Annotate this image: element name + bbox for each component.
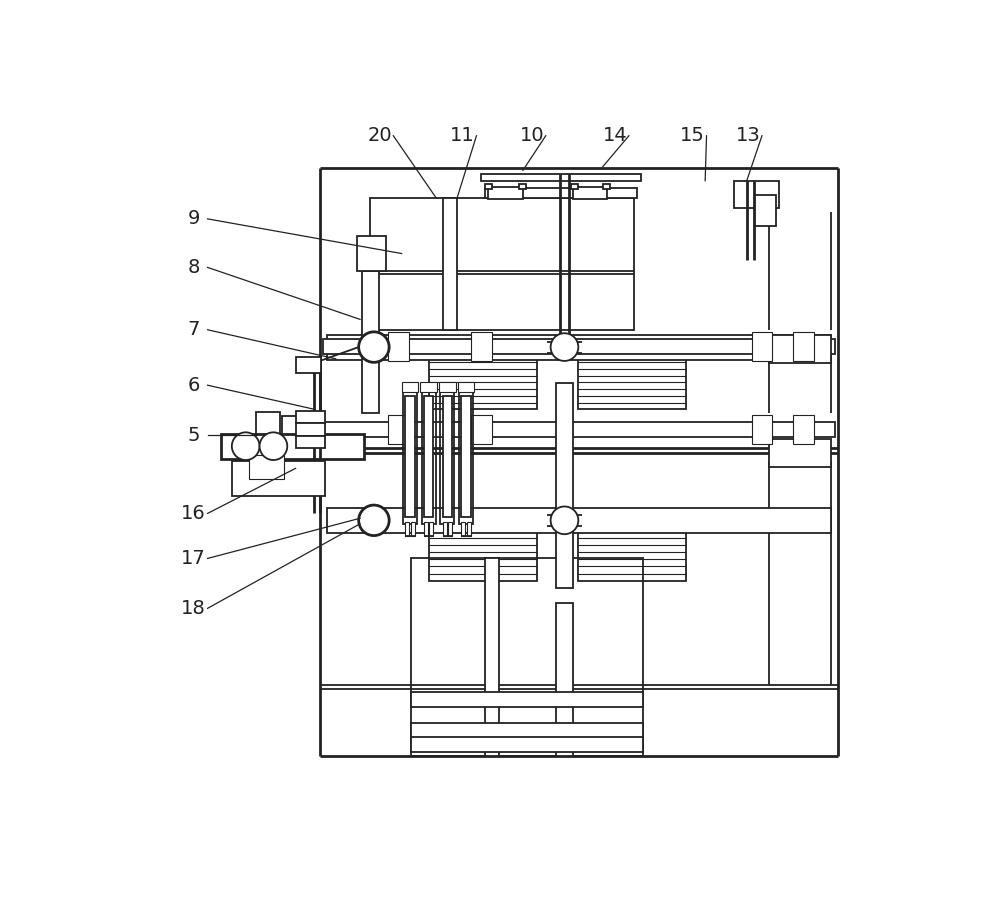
Bar bbox=[256, 411, 280, 434]
Text: 17: 17 bbox=[181, 549, 206, 568]
Bar bbox=[461, 522, 465, 536]
Bar bbox=[485, 188, 637, 198]
Bar bbox=[467, 522, 471, 536]
Bar bbox=[429, 524, 537, 580]
Circle shape bbox=[260, 432, 287, 460]
Bar bbox=[411, 737, 643, 752]
Bar bbox=[439, 382, 456, 392]
Bar bbox=[323, 338, 835, 354]
Bar bbox=[458, 382, 474, 392]
Bar bbox=[443, 198, 457, 329]
Circle shape bbox=[551, 507, 578, 535]
Bar bbox=[411, 692, 643, 707]
Bar bbox=[422, 389, 436, 524]
Bar bbox=[221, 434, 364, 459]
Bar bbox=[485, 558, 499, 756]
Circle shape bbox=[359, 332, 389, 363]
Bar bbox=[327, 508, 831, 533]
Text: 11: 11 bbox=[450, 126, 475, 145]
Bar bbox=[461, 396, 471, 517]
Bar bbox=[323, 422, 835, 437]
Bar bbox=[448, 522, 452, 536]
Bar bbox=[734, 181, 779, 209]
Bar bbox=[405, 522, 409, 536]
Bar bbox=[370, 198, 634, 329]
Bar bbox=[411, 558, 643, 756]
Bar bbox=[388, 415, 409, 444]
Bar bbox=[411, 724, 643, 739]
Bar bbox=[752, 332, 772, 361]
Bar bbox=[573, 187, 607, 200]
Bar bbox=[556, 604, 573, 756]
Circle shape bbox=[551, 333, 578, 361]
Bar bbox=[755, 194, 776, 226]
Bar bbox=[420, 382, 437, 392]
Text: 9: 9 bbox=[188, 210, 200, 229]
Circle shape bbox=[232, 432, 260, 460]
Bar bbox=[296, 410, 325, 423]
Bar bbox=[402, 382, 418, 392]
Bar bbox=[296, 357, 321, 373]
Bar bbox=[481, 174, 641, 181]
Circle shape bbox=[359, 505, 389, 536]
Text: 7: 7 bbox=[188, 320, 200, 339]
Bar bbox=[471, 332, 492, 361]
Bar bbox=[556, 383, 573, 588]
Bar bbox=[388, 332, 409, 361]
Bar bbox=[471, 415, 492, 444]
Bar bbox=[440, 389, 454, 524]
Bar bbox=[357, 236, 386, 271]
Bar bbox=[424, 522, 428, 536]
Bar bbox=[519, 184, 526, 189]
Text: 6: 6 bbox=[188, 375, 200, 395]
Bar bbox=[249, 454, 284, 479]
Text: 10: 10 bbox=[520, 126, 544, 145]
Bar bbox=[411, 522, 415, 536]
Bar bbox=[296, 436, 325, 448]
Bar bbox=[571, 184, 578, 189]
Bar bbox=[443, 396, 452, 517]
Bar bbox=[793, 415, 814, 444]
Bar bbox=[485, 184, 492, 189]
Bar bbox=[769, 336, 831, 363]
Bar bbox=[769, 439, 831, 467]
Bar bbox=[793, 332, 814, 361]
Bar bbox=[578, 348, 686, 410]
Bar bbox=[362, 271, 379, 413]
Text: 13: 13 bbox=[736, 126, 760, 145]
Bar bbox=[429, 522, 433, 536]
Bar bbox=[405, 396, 415, 517]
Bar bbox=[488, 187, 523, 200]
Text: 16: 16 bbox=[181, 504, 206, 523]
Bar bbox=[443, 522, 447, 536]
Text: 20: 20 bbox=[367, 126, 392, 145]
Bar bbox=[232, 462, 325, 496]
Bar bbox=[424, 396, 433, 517]
Bar bbox=[403, 389, 417, 524]
Bar bbox=[578, 524, 686, 580]
Text: 18: 18 bbox=[181, 598, 206, 617]
Bar bbox=[603, 184, 610, 189]
Bar bbox=[296, 423, 325, 436]
Text: 15: 15 bbox=[680, 126, 705, 145]
Bar bbox=[752, 415, 772, 444]
Text: 8: 8 bbox=[188, 258, 200, 277]
Bar bbox=[282, 417, 307, 434]
Text: 14: 14 bbox=[603, 126, 627, 145]
Bar bbox=[459, 389, 473, 524]
Bar bbox=[327, 335, 831, 360]
Bar bbox=[429, 348, 537, 410]
Text: 5: 5 bbox=[187, 426, 200, 445]
